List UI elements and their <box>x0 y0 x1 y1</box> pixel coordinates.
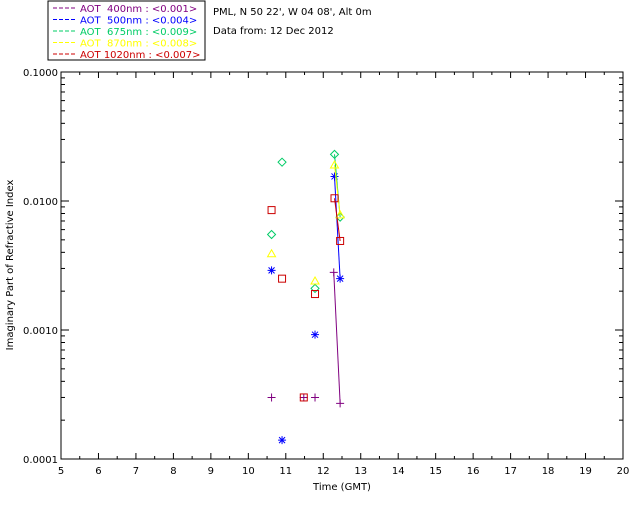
x-tick-label: 9 <box>208 466 214 477</box>
plot-frame <box>60 71 624 460</box>
asterisk-marker <box>278 436 287 445</box>
series-line <box>334 198 341 242</box>
x-tick-label: 6 <box>95 466 101 477</box>
plus-marker <box>329 268 338 277</box>
asterisk-marker <box>336 274 345 283</box>
diamond-marker <box>266 229 277 240</box>
legend-entry: AOT 1020nm : <0.007> <box>80 50 200 61</box>
x-tick-label: 10 <box>242 466 255 477</box>
square-marker <box>311 290 320 299</box>
asterisk-marker <box>311 330 320 339</box>
square-marker <box>267 206 276 215</box>
legend-entry: AOT 870nm : <0.008> <box>80 39 197 50</box>
x-tick-label: 19 <box>579 466 592 477</box>
x-tick-label: 16 <box>467 466 480 477</box>
diamond-marker <box>277 157 287 167</box>
diamond-marker <box>329 149 340 160</box>
x-axis-title: Time (GMT) <box>312 482 371 493</box>
plus-marker <box>336 399 345 408</box>
square-marker <box>299 393 308 402</box>
triangle-marker <box>329 160 340 169</box>
diamond-marker <box>310 283 320 294</box>
legend-entry: AOT 400nm : <0.001> <box>80 4 197 15</box>
data-marks <box>266 149 345 445</box>
x-tick-label: 11 <box>279 466 292 477</box>
site-info: PML, N 50 22', W 04 08', Alt 0m <box>213 7 372 18</box>
square-marker <box>278 274 287 283</box>
triangle-marker <box>266 248 277 258</box>
legend-entry: AOT 675nm : <0.009> <box>80 27 197 38</box>
y-tick-label: 0.1000 <box>23 68 58 79</box>
x-tick-label: 12 <box>317 466 330 477</box>
y-axis-title: Imaginary Part of Refractive Index <box>5 180 16 351</box>
triangle-marker <box>310 275 320 285</box>
square-marker <box>336 236 345 245</box>
asterisk-marker <box>330 172 339 181</box>
x-tick-label: 15 <box>429 466 442 477</box>
x-tick-label: 8 <box>170 466 176 477</box>
asterisk-marker <box>267 266 276 275</box>
legend-entry: AOT 500nm : <0.004> <box>80 16 197 27</box>
plus-marker <box>299 393 308 402</box>
series-line <box>334 164 341 215</box>
x-tick-label: 14 <box>392 466 405 477</box>
axis-ticks: 5 6 7 8 9 10 11 12 13 14 15 16 17 18 19 20 0.0001 0.0010 0… <box>23 68 629 477</box>
x-tick-label: 18 <box>542 466 555 477</box>
series-line <box>334 176 341 279</box>
triangle-marker <box>335 209 345 219</box>
plus-marker <box>267 393 276 402</box>
x-tick-label: 7 <box>133 466 139 477</box>
data-date: Data from: 12 Dec 2012 <box>213 26 334 37</box>
x-tick-label: 13 <box>354 466 367 477</box>
series-3 <box>266 160 345 285</box>
y-tick-label: 0.0100 <box>23 197 58 208</box>
plus-marker <box>311 393 320 402</box>
legend: AOT 400nm : <0.001>AOT 500nm : <0.004>AO… <box>53 4 200 61</box>
series-line <box>333 272 341 404</box>
series-0 <box>267 268 345 408</box>
square-marker <box>330 194 339 203</box>
series-1 <box>267 172 345 445</box>
x-tick-label: 20 <box>617 466 630 477</box>
series-4 <box>267 194 345 402</box>
series-2 <box>266 149 345 294</box>
x-tick-label: 5 <box>58 466 64 477</box>
y-tick-label: 0.0010 <box>23 326 58 337</box>
y-tick-label: 0.0001 <box>23 455 58 466</box>
x-tick-label: 17 <box>504 466 517 477</box>
